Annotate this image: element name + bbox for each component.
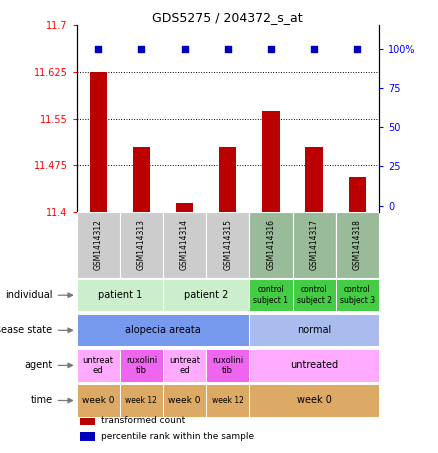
Text: week 12: week 12	[212, 396, 244, 405]
Text: alopecia areata: alopecia areata	[125, 325, 201, 335]
Point	[354, 45, 361, 52]
Text: transformed count: transformed count	[101, 416, 185, 425]
Text: ruxolini
tib: ruxolini tib	[126, 356, 157, 375]
Text: untreat
ed: untreat ed	[169, 356, 200, 375]
Text: control
subject 2: control subject 2	[297, 285, 332, 305]
Bar	[163, 349, 206, 381]
Text: percentile rank within the sample: percentile rank within the sample	[101, 432, 254, 441]
Text: ruxolini
tib: ruxolini tib	[212, 356, 244, 375]
Text: untreated: untreated	[290, 361, 338, 371]
Text: week 0: week 0	[168, 396, 201, 405]
Bar	[249, 349, 379, 381]
Text: GSM1414317: GSM1414317	[310, 219, 318, 270]
Bar	[80, 416, 95, 425]
Text: GSM1414314: GSM1414314	[180, 219, 189, 270]
Bar	[163, 279, 249, 311]
Bar	[90, 72, 107, 212]
Bar	[293, 212, 336, 278]
Bar	[219, 147, 237, 212]
Bar	[120, 384, 163, 417]
Point	[138, 45, 145, 52]
Bar	[80, 432, 95, 441]
Text: GSM1414312: GSM1414312	[94, 219, 103, 270]
Text: disease state: disease state	[0, 325, 53, 335]
Bar	[77, 314, 249, 347]
Bar	[349, 177, 366, 212]
Bar	[336, 212, 379, 278]
Bar	[163, 384, 206, 417]
Text: GSM1414316: GSM1414316	[266, 219, 276, 270]
Bar	[206, 349, 249, 381]
Bar	[133, 147, 150, 212]
Text: normal: normal	[297, 325, 331, 335]
Text: patient 2: patient 2	[184, 290, 228, 300]
Text: week 12: week 12	[125, 396, 157, 405]
Text: week 0: week 0	[297, 395, 332, 405]
Bar	[206, 384, 249, 417]
Bar	[262, 111, 279, 212]
Text: control
subject 1: control subject 1	[254, 285, 289, 305]
Bar	[249, 384, 379, 417]
Text: GSM1414315: GSM1414315	[223, 219, 232, 270]
Bar	[176, 203, 193, 212]
Text: individual: individual	[5, 290, 53, 300]
Text: week 0: week 0	[82, 396, 114, 405]
Bar	[249, 279, 293, 311]
Text: GSM1414318: GSM1414318	[353, 219, 362, 270]
Title: GDS5275 / 204372_s_at: GDS5275 / 204372_s_at	[152, 11, 303, 24]
Bar	[305, 147, 323, 212]
Point	[311, 45, 318, 52]
Bar	[77, 279, 163, 311]
Bar	[120, 349, 163, 381]
Bar	[120, 212, 163, 278]
Point	[268, 45, 275, 52]
Text: GSM1414313: GSM1414313	[137, 219, 146, 270]
Bar	[206, 212, 249, 278]
Bar	[293, 279, 336, 311]
Bar	[77, 212, 120, 278]
Bar	[77, 349, 120, 381]
Point	[95, 45, 102, 52]
Text: patient 1: patient 1	[98, 290, 142, 300]
Bar	[77, 384, 120, 417]
Text: agent: agent	[24, 361, 53, 371]
Point	[181, 45, 188, 52]
Bar	[249, 212, 293, 278]
Text: untreat
ed: untreat ed	[83, 356, 114, 375]
Point	[224, 45, 231, 52]
Bar	[336, 279, 379, 311]
Text: time: time	[30, 395, 53, 405]
Bar	[163, 212, 206, 278]
Bar	[249, 314, 379, 347]
Text: control
subject 3: control subject 3	[340, 285, 375, 305]
